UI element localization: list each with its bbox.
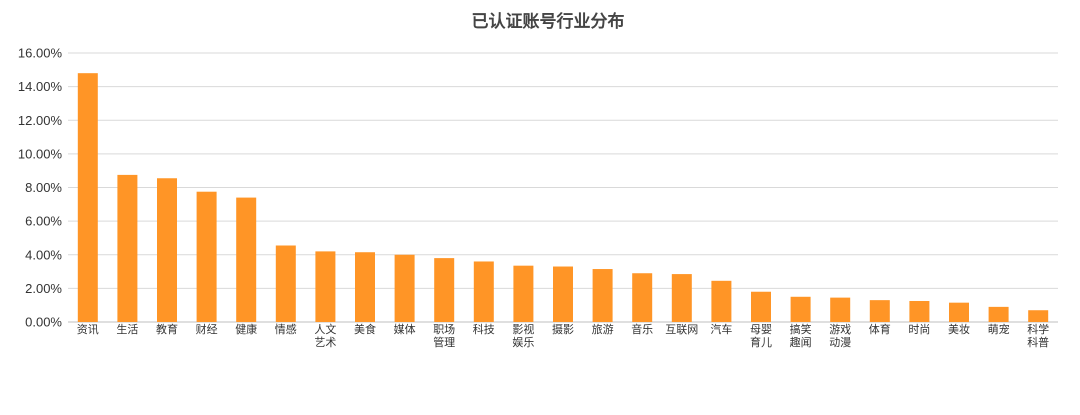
x-axis-ticks: 资讯 生活 教育 财经 健康 情感 人文艺术 美食 媒体 职场管理 科技 影视娱乐 摄影 旅游 音乐 互联网汽…	[77, 322, 1049, 349]
bar	[157, 178, 177, 322]
bar	[909, 300, 930, 322]
bar	[751, 291, 771, 322]
x-tick-label: 音乐	[631, 322, 653, 336]
x-tick-label: 母婴育儿	[750, 323, 772, 349]
bars	[77, 73, 1049, 322]
bar	[988, 306, 1009, 322]
x-tick-label: 资讯	[77, 323, 99, 336]
x-tick-label: 摄影	[552, 322, 574, 336]
y-axis-ticks: 0.00% 2.00% 4.00% 6.00% 8.00% 10.00% 12.00% 14.…	[18, 46, 63, 330]
x-tick-label: 生活	[116, 322, 138, 336]
bar	[275, 245, 296, 322]
x-tick-label: 科技	[473, 322, 495, 336]
x-tick-label: 教育	[156, 322, 178, 336]
bar	[830, 297, 851, 322]
bar	[790, 296, 811, 322]
y-tick-label: 10.00%	[18, 146, 63, 161]
x-tick-label: 互联网	[665, 323, 698, 336]
x-tick-label: 科学科普	[1027, 322, 1049, 349]
x-tick-label: 美妆	[948, 323, 970, 336]
bar	[869, 300, 890, 322]
x-tick-label: 情感	[275, 323, 297, 336]
x-tick-label: 财经	[196, 322, 218, 336]
y-tick-label: 2.00%	[25, 281, 62, 296]
y-tick-label: 14.00%	[18, 79, 63, 94]
bar	[1028, 310, 1049, 322]
bar	[196, 191, 217, 322]
y-tick-label: 6.00%	[25, 214, 62, 229]
bar	[632, 273, 653, 322]
bar	[355, 252, 375, 322]
bar	[711, 280, 732, 322]
bar	[117, 174, 138, 322]
y-tick-label: 16.00%	[18, 46, 63, 61]
x-tick-label: 健康	[235, 322, 257, 336]
bar	[315, 251, 336, 322]
bar	[592, 269, 613, 322]
y-tick-label: 4.00%	[25, 247, 62, 262]
y-tick-label: 12.00%	[18, 113, 63, 128]
bar	[236, 197, 257, 322]
gridlines	[68, 52, 1058, 323]
x-tick-label: 汽车	[710, 322, 732, 336]
y-tick-label: 8.00%	[25, 180, 62, 195]
bar	[473, 261, 494, 322]
x-tick-label: 游戏动漫	[829, 323, 851, 349]
x-tick-label: 萌宠	[988, 322, 1010, 336]
y-tick-label: 0.00%	[25, 315, 62, 330]
x-tick-label: 媒体	[394, 322, 416, 336]
bar	[77, 73, 98, 322]
x-tick-label: 职场管理	[433, 322, 455, 349]
x-tick-label: 时尚	[908, 322, 930, 336]
x-tick-label: 影视娱乐	[512, 322, 534, 349]
bar	[949, 302, 969, 322]
bar	[394, 254, 415, 322]
x-tick-label: 美食	[354, 322, 376, 336]
bar	[553, 266, 573, 322]
x-tick-label: 旅游	[592, 322, 614, 336]
x-tick-label: 人文艺术	[314, 322, 336, 349]
bar	[671, 274, 692, 322]
bar	[513, 265, 534, 322]
chart-title: 已认证账号行业分布	[472, 11, 625, 32]
x-tick-label: 搞笑趣闻	[790, 322, 812, 349]
x-tick-label: 体育	[869, 322, 891, 336]
bar	[434, 258, 455, 322]
